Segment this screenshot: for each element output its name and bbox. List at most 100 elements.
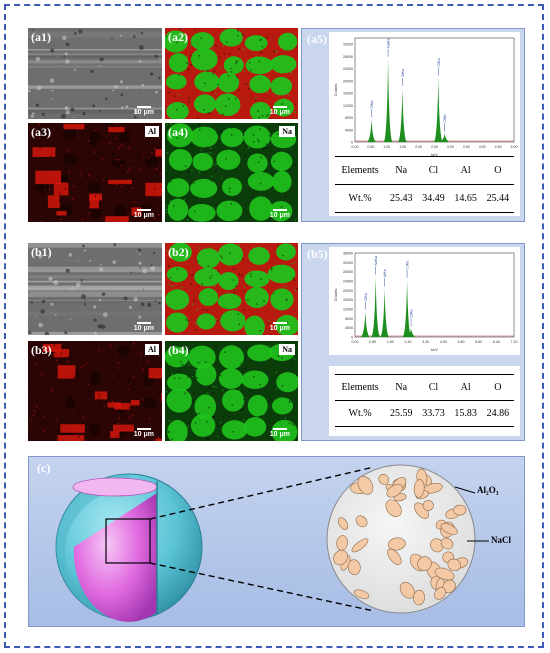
eds-peak xyxy=(360,311,370,337)
al-map-b3: (b3) Al 10 μm xyxy=(28,341,162,441)
y-tick-label: 16000 xyxy=(343,92,353,96)
panel-label: (a1) xyxy=(31,30,51,44)
table-header-elements: Elements xyxy=(335,374,386,401)
eds-panel-a5: (a5) 0 4000 8000 12000 16000 20000 24000 28000 3… xyxy=(301,28,525,222)
scale-bar: 10 μm xyxy=(134,209,154,219)
scale-bar-line xyxy=(272,209,287,211)
peak-label: ClKb xyxy=(443,114,447,122)
nacl-particle xyxy=(378,473,390,485)
peak-label: NaKa xyxy=(387,37,391,47)
panel-label: (b4) xyxy=(168,343,189,357)
overlay-texture xyxy=(165,243,298,335)
y-tick-label: 0 xyxy=(351,141,353,145)
eds-peak xyxy=(433,77,443,142)
x-tick-label: 3.20 xyxy=(422,340,429,344)
x-tick-label: 4.80 xyxy=(458,340,465,344)
peak-label: ClKa xyxy=(437,57,441,66)
y-tick-label: 8000 xyxy=(345,116,353,120)
panel-label: (a2) xyxy=(168,30,188,44)
eds-peak xyxy=(406,328,416,337)
scale-bar-text: 10 μm xyxy=(133,212,154,219)
x-tick-label: 3.50 xyxy=(463,145,470,149)
composition-table-a: Elements Na Cl Al O Wt.% 25.43 34.49 14.… xyxy=(329,156,520,216)
eds-spectrum-svg-a5: 0 4000 8000 12000 16000 20000 24000 28000 32000 0… xyxy=(333,37,518,157)
overlay-map-a2: (a2) 10 μm xyxy=(165,28,298,119)
eds-peak xyxy=(380,288,390,337)
element-tag: Al xyxy=(145,126,159,137)
plot-frame xyxy=(354,252,515,338)
scale-bar-text: 10 μm xyxy=(133,325,154,332)
na-map-a4: (a4) Na 10 μm xyxy=(165,123,298,222)
table-header-al: Al xyxy=(449,156,482,185)
table-cell-cl: 34.49 xyxy=(417,184,450,213)
y-tick-label: 28000 xyxy=(343,270,353,274)
sem-image-b1: (b1) 10 μm xyxy=(28,243,162,335)
nacl-particle xyxy=(336,535,348,551)
x-tick-label: 1.60 xyxy=(387,340,394,344)
scale-bar: 10 μm xyxy=(134,322,154,332)
panel-label: (a3) xyxy=(31,125,51,139)
table-cell-al: 15.83 xyxy=(449,400,482,427)
y-tick-label: 4000 xyxy=(345,128,353,132)
y-tick-label: 12000 xyxy=(343,308,353,312)
core-shell-sphere xyxy=(55,473,203,622)
y-tick-label: 8000 xyxy=(345,317,353,321)
nacl-particle xyxy=(351,538,369,553)
x-tick-label: 0.50 xyxy=(367,145,374,149)
x-tick-label: 0.00 xyxy=(352,340,359,344)
al-map-texture xyxy=(28,341,162,441)
zoom-line-top xyxy=(149,466,375,520)
table-cell-cl: 33.73 xyxy=(417,400,450,427)
peak-label: NaKa xyxy=(374,255,378,265)
scale-bar: 10 μm xyxy=(270,209,290,219)
y-tick-label: 16000 xyxy=(343,298,353,302)
table-header-al: Al xyxy=(449,374,482,401)
y-tick-label: 32000 xyxy=(343,43,353,47)
eds-spectrum-svg-b5: 0 4000 8000 12000 16000 20000 24000 28000 32000 3… xyxy=(333,252,518,353)
eds-panel-b5: (b5) 0 4000 8000 12000 16000 20000 24000 28000 3… xyxy=(301,243,525,441)
sem-texture xyxy=(28,243,162,335)
scale-bar-line xyxy=(136,428,151,430)
nacl-particle xyxy=(385,499,402,517)
table-cell-na: 25.43 xyxy=(385,184,418,213)
table-cell-wt: Wt.% xyxy=(335,184,386,213)
y-tick-label: 24000 xyxy=(343,67,353,71)
nacl-particle xyxy=(413,589,425,606)
eds-spectrum-b5: 0 4000 8000 12000 16000 20000 24000 28000 32000 3… xyxy=(329,247,520,355)
panel-label-c: (c) xyxy=(37,461,51,475)
x-tick-label: 5.00 xyxy=(511,145,518,149)
table-header-elements: Elements xyxy=(335,156,386,185)
element-tag: Al xyxy=(145,344,159,355)
eds-peak xyxy=(371,276,381,337)
na-map-texture xyxy=(165,341,298,441)
x-tick-label: 0.00 xyxy=(352,145,359,149)
peak-label: ClKb xyxy=(410,309,414,317)
nacl-particle xyxy=(386,483,403,498)
table-header-na: Na xyxy=(385,374,418,401)
peak-label: OKa xyxy=(364,292,368,300)
scale-bar-line xyxy=(136,106,151,108)
x-tick-label: 4.00 xyxy=(479,145,486,149)
overlay-map-b2: (b2) 10 μm xyxy=(165,243,298,335)
na-map-b4: (b4) Na 10 μm xyxy=(165,341,298,441)
x-tick-label: 6.40 xyxy=(493,340,500,344)
x-tick-label: 5.60 xyxy=(475,340,482,344)
eds-peak xyxy=(440,133,450,142)
panel-label-a5: (a5) xyxy=(307,32,327,46)
scale-bar-text: 10 μm xyxy=(269,109,290,116)
sem-texture xyxy=(28,28,162,119)
x-axis-label: keV xyxy=(431,152,438,157)
element-tag: Na xyxy=(279,126,295,137)
table-header-na: Na xyxy=(385,156,418,185)
nacl-particle xyxy=(347,559,361,576)
scale-bar: 10 μm xyxy=(134,106,154,116)
x-tick-label: 1.50 xyxy=(399,145,406,149)
y-axis-label: Counts xyxy=(333,289,338,302)
table-cell-na: 25.59 xyxy=(385,400,418,427)
al2o3-label: Al₂O₃ xyxy=(477,485,499,495)
scale-bar: 10 μm xyxy=(270,106,290,116)
scale-bar-text: 10 μm xyxy=(133,431,154,438)
al-map-texture xyxy=(28,123,162,222)
sem-image-a1: (a1) 10 μm xyxy=(28,28,162,119)
x-tick-label: 2.50 xyxy=(431,145,438,149)
